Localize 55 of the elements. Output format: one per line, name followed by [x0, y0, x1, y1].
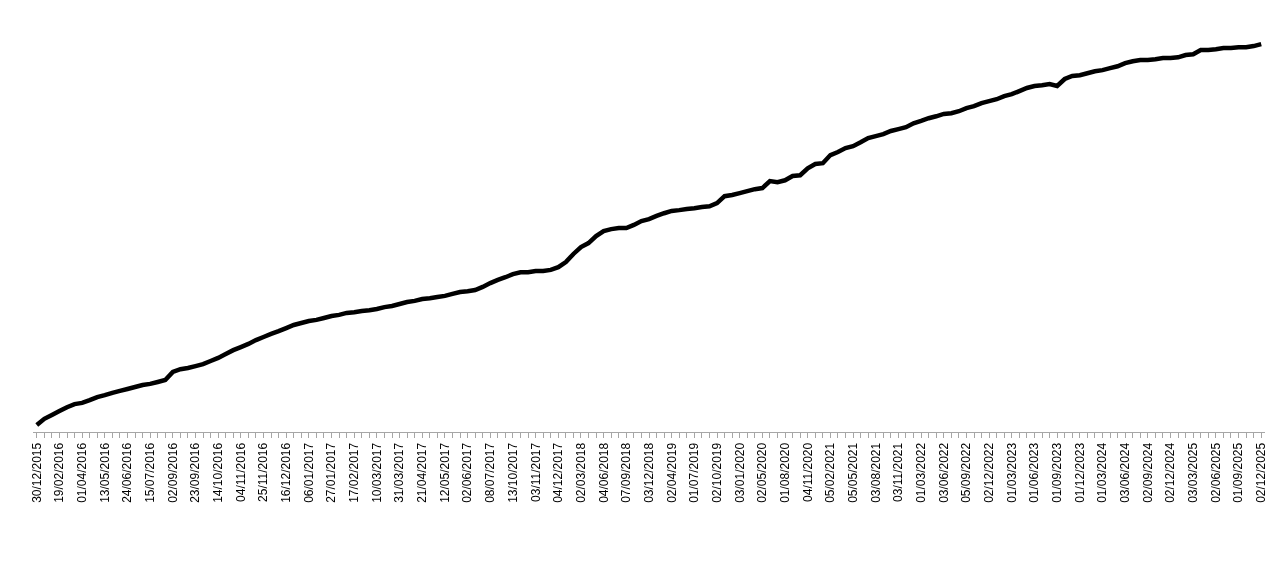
x-tick-label: 05/02/2021	[823, 442, 838, 503]
x-tick-label: 04/06/2018	[596, 442, 611, 503]
x-tick-label: 13/05/2016	[97, 442, 112, 503]
x-tick-label: 01/07/2019	[687, 442, 702, 503]
x-tick-label: 17/02/2017	[347, 442, 362, 503]
x-tick-label: 02/12/2025	[1254, 442, 1269, 503]
x-tick-label: 04/11/2016	[233, 442, 248, 502]
x-tick-label: 14/10/2016	[211, 442, 226, 503]
x-tick-label: 25/11/2016	[256, 442, 271, 502]
x-tick-label: 03/03/2025	[1186, 442, 1201, 503]
x-tick-label: 31/03/2017	[392, 442, 407, 503]
x-tick-label: 04/11/2020	[800, 442, 815, 502]
x-tick-label: 01/12/2023	[1072, 442, 1087, 503]
x-tick-label: 12/05/2017	[437, 442, 452, 503]
x-tick-label: 02/09/2016	[165, 442, 180, 503]
x-tick-label: 03/11/2021	[891, 442, 906, 502]
x-tick-label: 03/06/2022	[936, 442, 951, 503]
x-tick-label: 10/03/2017	[369, 442, 384, 503]
x-tick-label: 02/12/2024	[1163, 442, 1178, 503]
x-tick-label: 05/09/2022	[959, 442, 974, 503]
x-tick-label: 27/01/2017	[324, 442, 339, 503]
x-tick-label: 16/12/2016	[279, 442, 294, 503]
x-tick-label: 03/08/2021	[868, 442, 883, 503]
x-tick-label: 30/12/2015	[29, 442, 44, 503]
x-tick-label: 04/12/2017	[551, 442, 566, 503]
x-tick-label: 06/01/2017	[301, 442, 316, 503]
x-tick-label: 01/03/2024	[1095, 442, 1110, 503]
x-tick-label: 03/12/2018	[641, 442, 656, 503]
x-tick-label: 02/09/2024	[1140, 442, 1155, 503]
x-tick-label: 19/02/2016	[52, 442, 67, 503]
x-tick-label: 21/04/2017	[415, 442, 430, 503]
x-tick-label: 02/10/2019	[709, 442, 724, 503]
x-tick-label: 13/10/2017	[505, 442, 520, 503]
x-tick-label: 01/08/2020	[777, 442, 792, 503]
x-tick-label: 01/06/2023	[1027, 442, 1042, 503]
x-tick-label: 01/04/2016	[75, 442, 90, 503]
x-tick-label: 07/09/2018	[619, 442, 634, 503]
x-tick-label: 02/06/2017	[460, 442, 475, 503]
x-tick-label: 05/05/2021	[845, 442, 860, 503]
x-tick-label: 23/09/2016	[188, 442, 203, 503]
x-tick-label: 02/12/2022	[982, 442, 997, 503]
x-tick-label: 02/05/2020	[755, 442, 770, 503]
x-tick-label: 01/09/2023	[1050, 442, 1065, 503]
x-tick-label: 02/04/2019	[664, 442, 679, 503]
x-tick-label: 24/06/2016	[120, 442, 135, 503]
x-tick-label: 03/06/2024	[1118, 442, 1133, 503]
x-tick-label: 02/06/2025	[1208, 442, 1223, 503]
x-tick-label: 08/07/2017	[483, 442, 498, 503]
x-tick-label: 03/01/2020	[732, 442, 747, 503]
x-tick-label: 15/07/2016	[143, 442, 158, 503]
x-tick-label: 01/03/2023	[1004, 442, 1019, 503]
x-tick-label: 02/03/2018	[573, 442, 588, 503]
x-tick-label: 01/03/2022	[914, 442, 928, 503]
x-tick-label: 01/09/2025	[1231, 442, 1246, 503]
x-tick-label: 03/11/2017	[528, 442, 543, 502]
